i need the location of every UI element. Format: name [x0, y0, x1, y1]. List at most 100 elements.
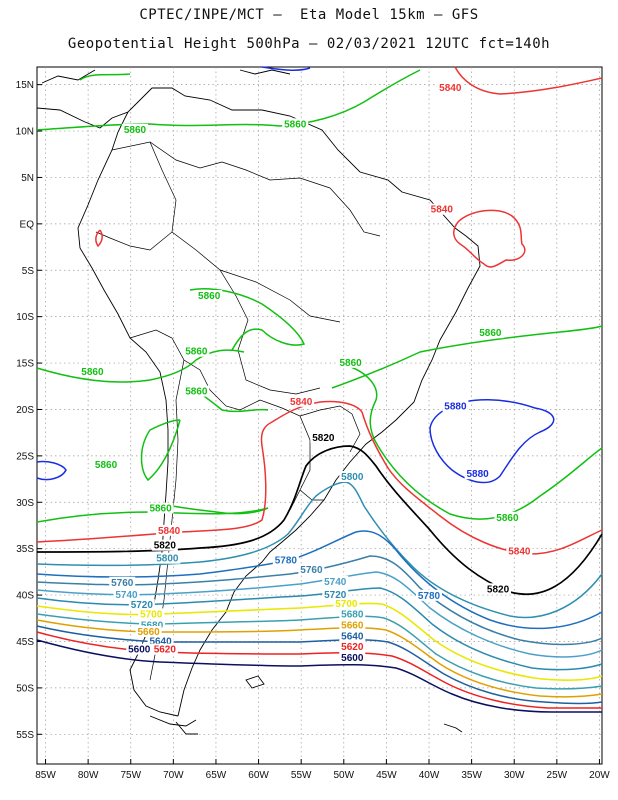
contour-label-bg — [333, 598, 360, 610]
contour-label-bg — [151, 539, 178, 551]
contour-5600 — [36, 639, 602, 713]
contour-label-bg — [506, 545, 533, 557]
contour-label: 5860 — [149, 504, 172, 515]
contour-label: 5840 — [158, 526, 181, 537]
lat-label: 5S — [22, 266, 35, 277]
map-frame — [36, 66, 603, 765]
lon-label: 75W — [120, 770, 141, 781]
contour-label-bg — [151, 643, 178, 655]
contour-label: 5860 — [496, 513, 519, 524]
lon-label: 85W — [35, 770, 56, 781]
contour-label: 5860 — [81, 367, 104, 378]
contour-label-bg — [428, 203, 455, 215]
contour-label-bg — [288, 395, 315, 407]
contour-label: 5860 — [339, 358, 362, 369]
lon-label: 50W — [334, 770, 355, 781]
contour-label-bg — [154, 552, 181, 564]
contour-label: 5840 — [290, 397, 313, 408]
contour-label-bg — [298, 563, 325, 575]
contour-label-bg — [138, 608, 165, 620]
contour-label-bg — [339, 619, 366, 631]
contour-label: 5800 — [156, 554, 179, 565]
contour-5780 — [36, 530, 603, 630]
contour-label: 5820 — [487, 584, 510, 595]
contour-label-bg — [156, 524, 183, 536]
title-line-2: Geopotential Height 500hPa – 02/03/2021 … — [67, 36, 551, 52]
country-borders — [95, 141, 381, 681]
contour-label: 5740 — [324, 577, 347, 588]
lon-label: 80W — [78, 770, 99, 781]
lon-label: 25W — [547, 770, 568, 781]
contour-label-bg — [322, 575, 349, 587]
contour-label-bg — [147, 502, 174, 514]
contour-label-bg — [437, 82, 464, 94]
contour-label-bg — [122, 123, 149, 135]
contour-label: 5860 — [198, 291, 221, 302]
contour-label-bg — [126, 643, 153, 655]
contour-label-bg — [442, 400, 469, 412]
lat-label: 55S — [16, 730, 34, 741]
contour-label-bg — [339, 630, 366, 642]
contour-5760 — [36, 555, 603, 646]
contour-label-bg — [109, 576, 136, 588]
contour-label-bg — [147, 635, 174, 647]
contour-label: 5600 — [128, 645, 151, 656]
lon-label: 45W — [376, 770, 397, 781]
contour-label-bg — [416, 589, 443, 601]
contour-label: 5640 — [341, 632, 364, 643]
contour-label-bg — [322, 588, 349, 600]
lat-label: EQ — [20, 219, 35, 230]
contour-label-bg — [128, 599, 155, 611]
lon-label: 55W — [291, 770, 312, 781]
contour-label: 5660 — [138, 627, 161, 638]
contour-label-bg — [477, 327, 504, 339]
contour-label-bg — [339, 608, 366, 620]
lon-label: 35W — [461, 770, 482, 781]
axis-ticks: 15N 10N 5N EQ 5S 10S 15S 20S 25S 30S 35S 40S 45S 50S 5… — [16, 80, 611, 781]
contour-label-bg — [282, 118, 309, 130]
lat-label: 35S — [16, 544, 34, 555]
contour-label: 5600 — [341, 653, 364, 664]
contour-5880 — [36, 66, 555, 484]
contour-label: 5880 — [466, 469, 489, 480]
contour-label: 5860 — [479, 328, 502, 339]
contour-label-bg — [139, 619, 166, 631]
contour-5620 — [36, 631, 602, 709]
contour-label: 5700 — [140, 609, 163, 620]
lon-label: 20W — [589, 770, 610, 781]
contour-label: 5760 — [111, 578, 134, 589]
lat-label: 50S — [16, 683, 34, 694]
lon-label: 70W — [163, 770, 184, 781]
contour-label: 5660 — [341, 620, 364, 631]
contour-label-bg — [494, 511, 521, 523]
contour-label: 5860 — [95, 460, 118, 471]
contour-label: 5860 — [185, 347, 208, 358]
contour-label: 5720 — [131, 600, 154, 611]
contour-label-bg — [196, 290, 223, 302]
lon-label: 40W — [419, 770, 440, 781]
contour-label: 5860 — [124, 125, 147, 136]
lat-label: 10S — [16, 312, 34, 323]
contour-labels: 5840 5860 5860 5840 5860 5860 5860 5860 5860 5860… — [79, 82, 533, 664]
contour-label: 5840 — [439, 83, 462, 94]
contour-label: 5620 — [154, 645, 177, 656]
lat-lon-grid — [37, 67, 602, 764]
contour-label-bg — [183, 345, 210, 357]
contour-label-bg — [310, 432, 337, 444]
contour-label: 5740 — [115, 590, 138, 601]
contour-label-bg — [93, 458, 120, 470]
contour-5840 — [36, 66, 603, 555]
contour-label: 5840 — [508, 546, 531, 557]
contour-label-bg — [135, 625, 162, 637]
contour-label: 5640 — [149, 636, 172, 647]
contour-label-bg — [339, 651, 366, 663]
contour-label: 5620 — [341, 642, 364, 653]
contour-label: 5820 — [154, 541, 177, 552]
lon-label: 65W — [206, 770, 227, 781]
lat-label: 45S — [16, 637, 34, 648]
contour-label: 5780 — [275, 556, 298, 567]
contour-label: 5680 — [341, 609, 364, 620]
lat-label: 5N — [21, 173, 34, 184]
contour-label-bg — [339, 640, 366, 652]
